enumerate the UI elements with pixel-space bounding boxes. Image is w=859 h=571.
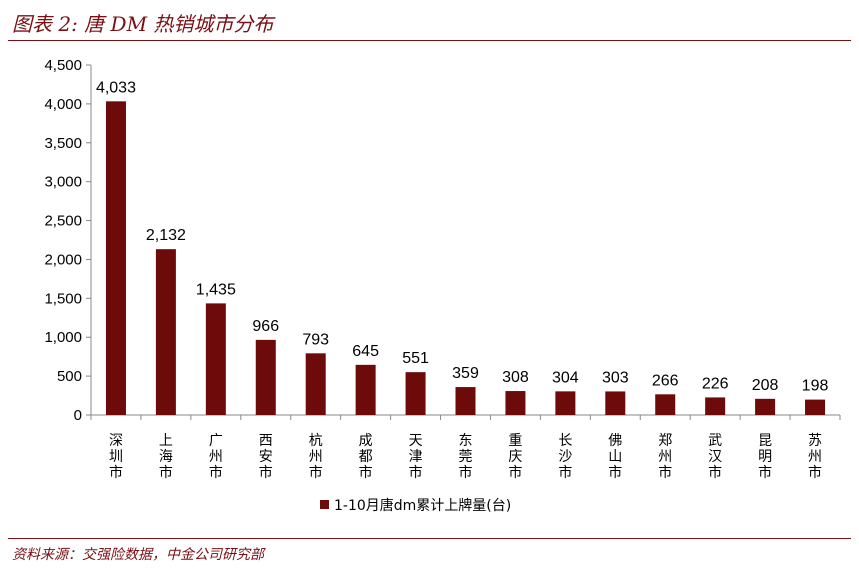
- bar-value-label: 266: [652, 372, 679, 389]
- bar: [256, 340, 276, 415]
- x-tick-label: 深圳市: [109, 433, 123, 481]
- y-tick-label: 2,000: [44, 251, 82, 268]
- bar: [555, 391, 575, 415]
- bar-value-label: 198: [802, 378, 829, 395]
- x-tick-label: 成都市: [359, 433, 373, 481]
- bar-value-label: 308: [502, 369, 529, 386]
- bar-value-label: 304: [552, 369, 579, 386]
- x-tick-label: 长沙市: [558, 433, 572, 481]
- bar: [755, 399, 775, 415]
- x-tick-label: 苏州市: [808, 433, 822, 481]
- x-tick-label: 杭州市: [309, 433, 323, 481]
- bar: [356, 365, 376, 415]
- bar-value-label: 303: [602, 369, 629, 386]
- source-note: 资料来源：交强险数据，中金公司研究部: [12, 544, 264, 564]
- x-tick-label: 重庆市: [508, 433, 522, 481]
- x-tick-label: 郑州市: [658, 433, 672, 481]
- bar: [505, 391, 525, 415]
- bar-value-label: 1,435: [196, 281, 236, 298]
- bar: [605, 391, 625, 415]
- x-tick-label: 上海市: [159, 433, 173, 481]
- bar: [106, 101, 126, 415]
- y-tick-label: 4,500: [44, 57, 82, 74]
- bar: [456, 387, 476, 415]
- bar: [705, 397, 725, 415]
- y-tick-label: 4,000: [44, 96, 82, 113]
- x-tick-label: 广州市: [209, 433, 223, 481]
- y-tick-label: 3,000: [44, 174, 82, 191]
- x-tick-label: 天津市: [409, 433, 423, 481]
- bar-value-label: 226: [702, 375, 729, 392]
- x-tick-label: 佛山市: [608, 433, 622, 481]
- x-tick-label: 东莞市: [459, 433, 473, 481]
- bar: [805, 400, 825, 415]
- y-tick-label: 500: [57, 368, 82, 385]
- bar: [655, 394, 675, 415]
- x-tick-label: 昆明市: [758, 433, 772, 481]
- x-tick-label: 西安市: [259, 433, 273, 481]
- legend-swatch: [320, 500, 329, 509]
- y-tick-label: 3,500: [44, 135, 82, 152]
- bar: [306, 353, 326, 415]
- bar-value-label: 645: [352, 343, 379, 360]
- y-tick-label: 0: [74, 407, 82, 424]
- bar-value-label: 2,132: [146, 227, 186, 244]
- y-tick-label: 1,500: [44, 290, 82, 307]
- x-tick-label: 武汉市: [708, 433, 722, 481]
- bar-value-label: 208: [752, 377, 779, 394]
- bar: [406, 372, 426, 415]
- bar: [206, 303, 226, 415]
- source-rule: [8, 538, 851, 539]
- y-tick-label: 1,000: [44, 329, 82, 346]
- bar-value-label: 551: [402, 350, 429, 367]
- bar-value-label: 4,033: [96, 79, 136, 96]
- bar-value-label: 966: [252, 318, 279, 335]
- legend-label: 1-10月唐dm累计上牌量(台): [334, 497, 511, 514]
- bar-value-label: 793: [302, 331, 329, 348]
- bar-value-label: 359: [452, 365, 479, 382]
- y-tick-label: 2,500: [44, 213, 82, 230]
- bar: [156, 249, 176, 415]
